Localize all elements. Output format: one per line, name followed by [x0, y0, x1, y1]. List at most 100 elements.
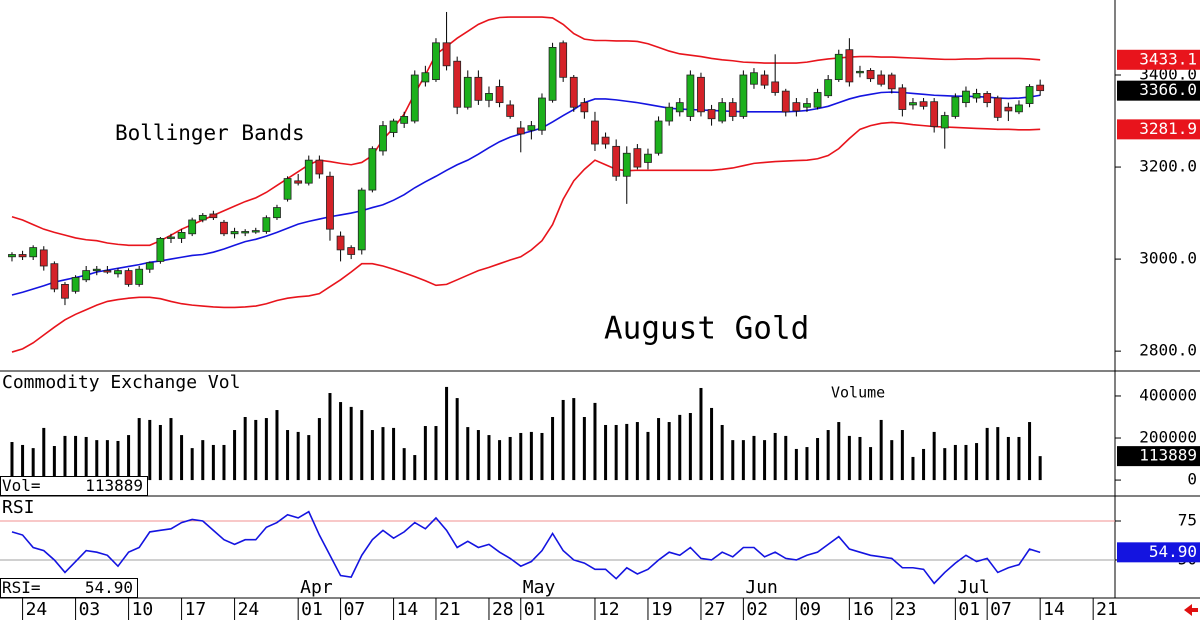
x-tick-label: 24 [238, 599, 260, 620]
candle-body [739, 74, 748, 117]
volume-bar [582, 416, 586, 481]
candle-body [824, 79, 833, 97]
x-tick-label: 01 [958, 599, 980, 620]
candle-body [209, 213, 218, 219]
volume-bar [466, 427, 470, 481]
x-tick-label: 17 [185, 599, 207, 620]
volume-bar [222, 444, 226, 481]
candle-body [61, 284, 69, 299]
candle-body [538, 97, 546, 131]
candle-body [188, 219, 197, 235]
candle-body [379, 125, 387, 152]
candle-body [569, 76, 578, 108]
readout-label: RSI= [2, 578, 41, 597]
volume-bar [763, 440, 767, 481]
candle-body [326, 175, 334, 230]
annotation: August Gold [604, 311, 809, 347]
candle-body [707, 109, 716, 120]
value-marker-label: 3366.0 [1139, 80, 1197, 99]
value-marker-label: 113889 [1139, 446, 1197, 465]
candle-body [898, 87, 907, 110]
volume-bar [699, 387, 703, 481]
month-label: Jul [957, 577, 990, 598]
volume-bar [625, 423, 629, 481]
x-tick-label: 10 [132, 599, 154, 620]
candle-body [792, 102, 801, 112]
volume-bar [275, 410, 279, 481]
volume-bar [137, 418, 141, 481]
candle-body [463, 76, 472, 108]
volume-bar [1017, 436, 1021, 481]
candle-body [877, 74, 886, 85]
y-tick-label: 3200.0 [1139, 157, 1197, 176]
volume-bar [423, 426, 427, 481]
volume-bar [1006, 436, 1010, 481]
volume-bar [858, 436, 862, 481]
volume-bar [116, 440, 120, 481]
band-line [11, 16, 1041, 247]
value-marker [1117, 49, 1200, 70]
candle-body [993, 97, 1002, 118]
candle-body [803, 103, 811, 108]
rsi-line [11, 510, 1041, 585]
candle-body [622, 152, 631, 177]
value-marker [1117, 80, 1200, 101]
volume-bar [127, 435, 131, 481]
candle-body [283, 178, 292, 200]
candle-body [1025, 86, 1034, 104]
band-line [11, 91, 1041, 296]
candle-body [485, 93, 493, 101]
volume-bar [932, 431, 936, 481]
candle-body [347, 247, 356, 255]
volume-bar [169, 418, 173, 481]
volume-bar [529, 431, 533, 481]
volume-bar [74, 435, 78, 481]
x-tick-label: 14 [397, 599, 419, 620]
x-tick-label: 27 [704, 599, 726, 620]
volume-bar [233, 430, 237, 481]
volume-bar [635, 422, 639, 481]
candle-body [771, 81, 780, 93]
candle-body [177, 232, 186, 239]
candle-body [591, 120, 599, 145]
volume-bar [296, 431, 300, 481]
volume-bar [476, 430, 480, 481]
candle-body [71, 277, 80, 292]
panel-label: Volume [831, 384, 885, 402]
volume-bar [953, 444, 957, 481]
volume-bar [678, 414, 682, 481]
value-marker-label: 3281.9 [1139, 119, 1197, 138]
candle-body [909, 102, 917, 106]
volume-bar [286, 430, 290, 481]
y-tick-label: 0 [1187, 470, 1197, 489]
candle-body [612, 145, 621, 177]
volume-bar [805, 447, 809, 481]
candle-body [453, 60, 462, 108]
volume-bar [943, 448, 947, 481]
candle-body [644, 153, 652, 163]
volume-bar [211, 444, 215, 481]
scroll-arrow[interactable] [1184, 604, 1198, 616]
candle-body [580, 102, 589, 113]
candle-body [92, 268, 101, 272]
candle-body [410, 74, 419, 122]
volume-bar [31, 448, 35, 481]
value-marker [1117, 446, 1200, 467]
candle-body [675, 102, 684, 113]
y-tick-label: 3000.0 [1139, 249, 1197, 268]
month-label: Jun [745, 577, 778, 598]
candle-body [866, 70, 875, 80]
band-line [11, 121, 1041, 353]
month-label: May [523, 577, 556, 598]
candle-body [304, 159, 313, 184]
volume-bar [519, 432, 523, 481]
volume-bar [614, 424, 618, 481]
volume-bar [975, 443, 979, 481]
candle-body [813, 92, 822, 108]
candle-body [220, 221, 228, 235]
candle-body [145, 262, 154, 270]
candle-body [50, 263, 59, 290]
candle-body [156, 237, 165, 262]
y-tick-label: 75 [1178, 511, 1197, 530]
